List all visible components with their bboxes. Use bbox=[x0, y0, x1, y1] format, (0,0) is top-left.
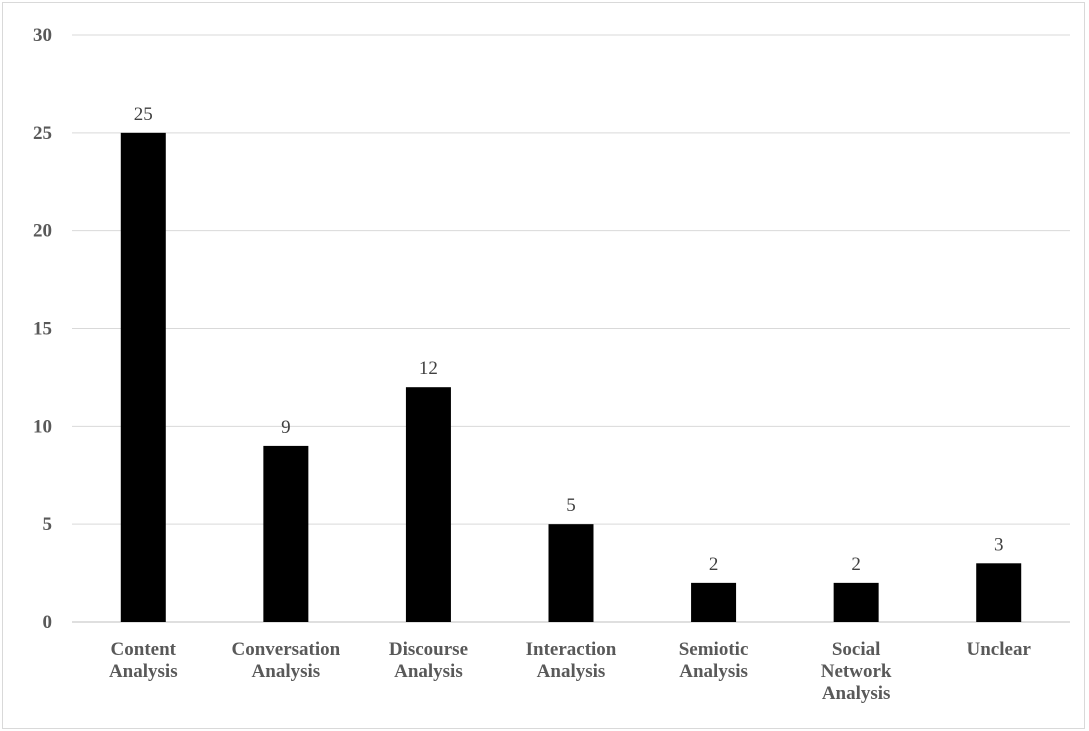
y-tick-label-5: 5 bbox=[43, 514, 53, 535]
x-tick-label-6-line-0: Unclear bbox=[967, 639, 1032, 660]
x-tick-label-1-line-1: Analysis bbox=[252, 661, 321, 682]
data-label-6: 3 bbox=[994, 534, 1004, 555]
x-tick-label-4-line-0: Semiotic bbox=[679, 639, 749, 660]
bar-5 bbox=[833, 582, 879, 622]
bar-2 bbox=[405, 387, 451, 622]
bar-0 bbox=[120, 132, 166, 623]
x-tick-label-2-line-1: Analysis bbox=[394, 661, 463, 682]
data-label-2: 12 bbox=[419, 358, 438, 379]
bar-6 bbox=[976, 563, 1022, 622]
y-tick-label-15: 15 bbox=[33, 319, 52, 340]
x-tick-label-3-line-0: Interaction bbox=[526, 639, 617, 660]
x-tick-label-2-line-0: Discourse bbox=[389, 639, 468, 660]
x-tick-label-5-line-1: Network bbox=[821, 661, 892, 682]
y-tick-label-20: 20 bbox=[33, 221, 52, 242]
x-tick-label-5-line-0: Social bbox=[832, 639, 881, 660]
x-tick-label-5-line-2: Analysis bbox=[822, 683, 891, 704]
x-tick-label-4-line-1: Analysis bbox=[679, 661, 748, 682]
bar-3 bbox=[548, 524, 594, 622]
x-tick-label-3-line-1: Analysis bbox=[537, 661, 606, 682]
data-label-5: 2 bbox=[851, 554, 861, 575]
data-label-0: 25 bbox=[134, 104, 153, 125]
y-tick-label-25: 25 bbox=[33, 123, 52, 144]
y-tick-label-30: 30 bbox=[33, 25, 52, 46]
data-label-3: 5 bbox=[566, 495, 576, 516]
y-tick-label-10: 10 bbox=[33, 416, 52, 437]
x-tick-label-0-line-0: Content bbox=[111, 639, 177, 660]
y-tick-label-0: 0 bbox=[43, 612, 53, 633]
bar-1 bbox=[263, 445, 309, 622]
x-tick-label-0-line-1: Analysis bbox=[109, 661, 178, 682]
bar-4 bbox=[691, 582, 737, 622]
data-label-1: 9 bbox=[281, 417, 291, 438]
x-tick-label-1-line-0: Conversation bbox=[231, 639, 340, 660]
data-label-4: 2 bbox=[709, 554, 719, 575]
